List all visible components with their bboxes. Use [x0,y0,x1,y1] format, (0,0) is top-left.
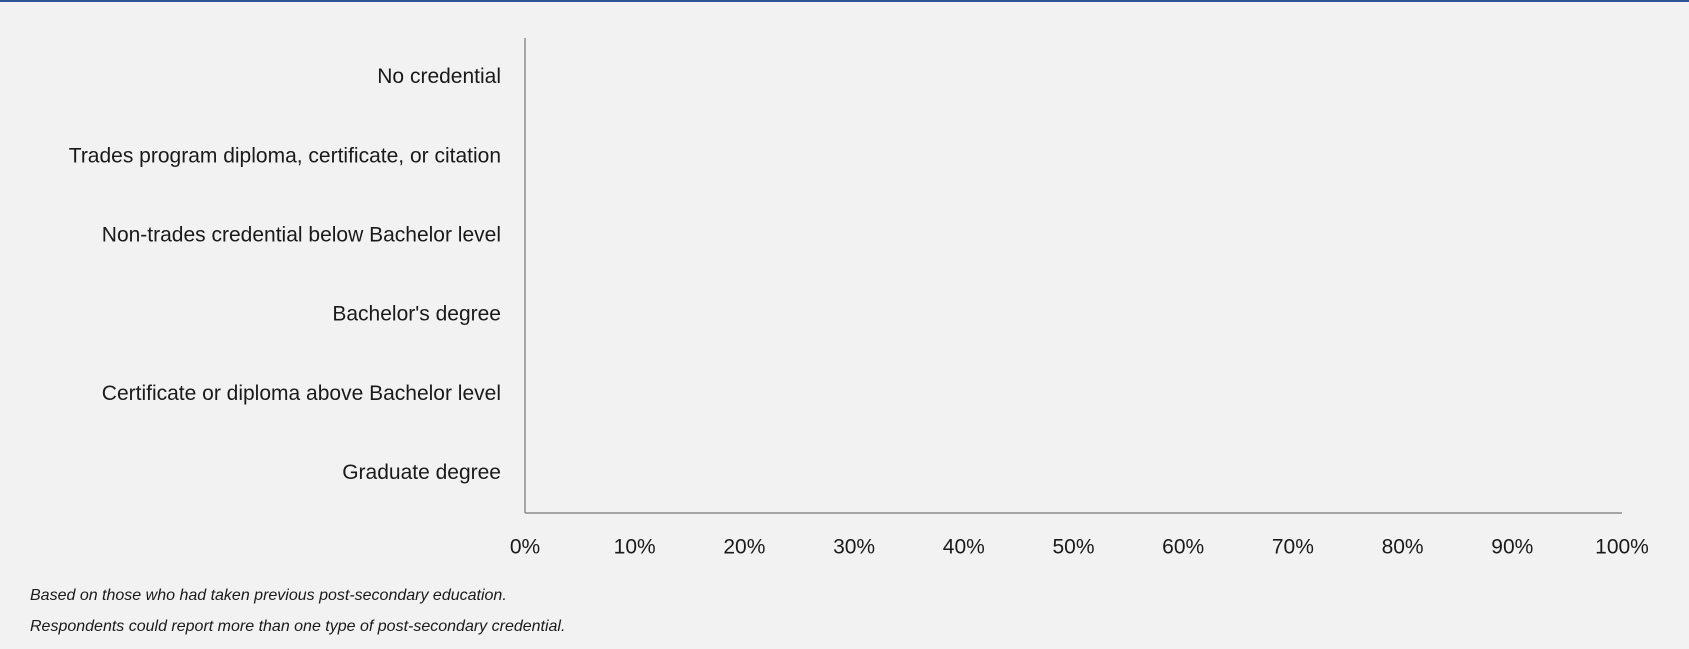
footnote: Respondents could report more than one t… [30,618,565,635]
x-tick-label: 100% [1595,536,1649,559]
x-tick-label: 30% [833,536,875,559]
y-tick-label: Certificate or diploma above Bachelor le… [102,382,501,405]
y-tick-label: Non-trades credential below Bachelor lev… [102,223,501,246]
x-tick-label: 10% [614,536,656,559]
x-tick-label: 40% [943,536,985,559]
y-tick-label: Graduate degree [342,461,501,484]
y-tick-label: Bachelor's degree [332,303,501,326]
x-tick-label: 50% [1052,536,1094,559]
footnote: Based on those who had taken previous po… [30,587,507,604]
x-tick-label: 70% [1272,536,1314,559]
y-tick-label: Trades program diploma, certificate, or … [69,144,501,167]
x-tick-label: 20% [723,536,765,559]
x-tick-label: 60% [1162,536,1204,559]
y-tick-label: No credential [377,65,501,88]
x-tick-label: 0% [510,536,540,559]
x-tick-label: 90% [1491,536,1533,559]
x-tick-label: 80% [1382,536,1424,559]
top-border [0,0,1689,2]
